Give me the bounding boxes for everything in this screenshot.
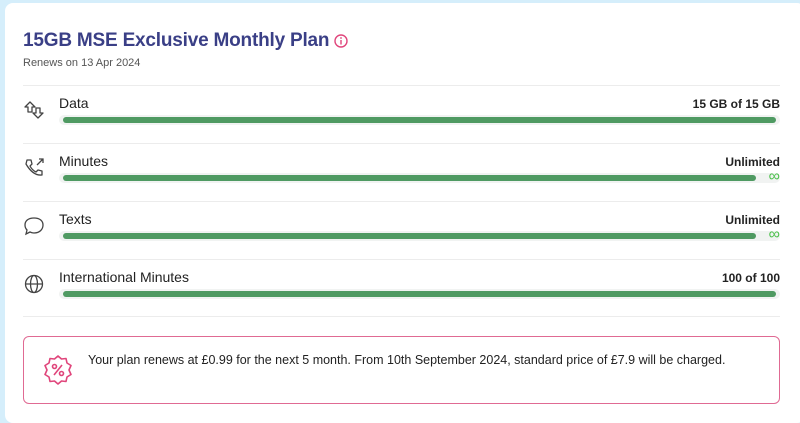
usage-bar bbox=[59, 289, 780, 299]
usage-bar-fill bbox=[63, 233, 756, 239]
usage-row-international: International Minutes 100 of 100 bbox=[23, 259, 780, 317]
infinity-icon: ∞ bbox=[768, 168, 780, 185]
usage-value: 15 GB of 15 GB bbox=[692, 97, 780, 111]
usage-row-minutes: Minutes Unlimited ∞ bbox=[23, 143, 780, 201]
plan-title-text: 15GB MSE Exclusive Monthly Plan bbox=[23, 30, 330, 51]
usage-row-texts: Texts Unlimited ∞ bbox=[23, 201, 780, 259]
usage-value: Unlimited bbox=[725, 155, 780, 169]
divider bbox=[23, 143, 780, 144]
usage-label: International Minutes bbox=[59, 269, 189, 285]
discount-badge-icon bbox=[44, 355, 72, 385]
usage-bar bbox=[59, 231, 780, 241]
plan-card: 15GB MSE Exclusive Monthly Plan Renews o… bbox=[5, 3, 800, 423]
usage-value: Unlimited bbox=[725, 213, 780, 227]
divider bbox=[23, 316, 780, 317]
divider bbox=[23, 201, 780, 202]
usage-label: Texts bbox=[59, 211, 92, 227]
usage-value: 100 of 100 bbox=[721, 271, 780, 285]
usage-row-data: Data 15 GB of 15 GB bbox=[23, 85, 780, 143]
divider bbox=[23, 85, 780, 86]
data-transfer-icon bbox=[24, 101, 44, 119]
divider bbox=[23, 259, 780, 260]
usage-label: Data bbox=[59, 95, 89, 111]
info-icon[interactable] bbox=[334, 34, 349, 48]
usage-bar bbox=[59, 173, 780, 183]
usage-bar-fill bbox=[63, 175, 756, 181]
globe-icon bbox=[24, 274, 44, 294]
renewal-price-banner: Your plan renews at £0.99 for the next 5… bbox=[23, 336, 780, 404]
renewal-date: Renews on 13 Apr 2024 bbox=[23, 57, 141, 69]
banner-text: Your plan renews at £0.99 for the next 5… bbox=[88, 353, 726, 367]
chat-bubbles-icon bbox=[24, 217, 44, 236]
usage-bar-fill bbox=[63, 291, 776, 297]
plan-title: 15GB MSE Exclusive Monthly Plan bbox=[23, 30, 349, 52]
usage-label: Minutes bbox=[59, 153, 109, 169]
usage-bar-fill bbox=[63, 117, 776, 123]
infinity-icon: ∞ bbox=[768, 226, 780, 243]
usage-bar bbox=[59, 115, 780, 125]
phone-outgoing-icon bbox=[25, 158, 44, 176]
